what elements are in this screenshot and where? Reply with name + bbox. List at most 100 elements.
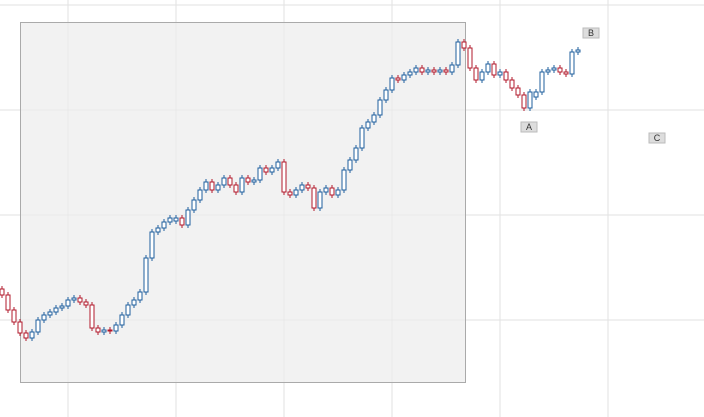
candle-body [71,297,77,301]
candle-body [245,177,251,183]
candle-body [425,69,431,73]
candle-body [119,314,125,326]
candle-body [263,167,269,173]
candle-body [239,177,245,193]
candle-body [293,189,299,196]
annotation-box [648,132,666,144]
candle-body [569,51,575,75]
candle-body [539,71,545,93]
candle-body [551,67,557,71]
candle-body [563,71,569,75]
candle-body [353,147,359,161]
candle-body [347,159,353,171]
candle-body [419,67,425,73]
candle-body [329,187,335,196]
candle-body [149,231,155,259]
candle-body [209,181,215,191]
candle-body [113,324,119,332]
candle-body [383,89,389,101]
candle-body [437,69,443,73]
candle-body [395,77,401,81]
candle-body [131,299,137,306]
candle-body [203,181,209,191]
candle-body [455,41,461,66]
candle-body [23,332,29,339]
candle-body [515,87,521,96]
candle-body [335,189,341,196]
candle-body [257,167,263,181]
candle-body [275,161,281,169]
candle-body [557,67,563,73]
candle-body [95,327,101,333]
candle-body [509,79,515,89]
candle-body [167,217,173,223]
candle-body [173,217,179,222]
candle-body [215,184,221,191]
candle-body [41,314,47,321]
candle-body [47,311,53,316]
annotation: C [654,133,661,143]
candle-body [413,67,419,73]
candle-body [107,329,113,332]
candle-body [221,177,227,186]
candle-body [497,71,503,76]
candle-body [521,94,527,109]
candle-body [17,321,23,334]
candle-body [575,49,581,53]
candle-body [5,294,11,311]
candle-body [461,41,467,49]
candle-body [443,69,449,73]
candle-body [233,184,239,193]
candle-body [371,114,377,123]
candle-body [197,189,203,201]
candle-body [269,167,275,173]
candle-body [299,184,305,191]
candle-body [89,304,95,329]
candle-body [359,127,365,149]
annotation: A [526,122,532,132]
candle-body [407,71,413,76]
candle-body [389,77,395,91]
candle-body [77,297,83,303]
candle-body [227,177,233,186]
annotations: A B C [520,27,666,144]
annotation-box [520,121,538,133]
candle-body [377,99,383,116]
candle-body [83,301,89,306]
candle-body [251,179,257,183]
candle-body [35,319,41,333]
candle-body [281,161,287,193]
candle-body [533,91,539,98]
candle-body [485,63,491,73]
candle-body [53,307,59,313]
candle-body [341,169,347,191]
candle-body [143,257,149,293]
candle-body [473,67,479,81]
candle-body [191,199,197,211]
candle-body [65,299,71,307]
candle-body [185,209,191,226]
candle-body [431,69,437,73]
candle-body [401,74,407,81]
candle-body [155,227,161,233]
annotation: B [588,28,594,38]
candle-body [29,331,35,339]
candle-body [59,305,65,309]
candle-body [545,69,551,73]
candle-body [323,187,329,193]
candles [0,39,581,341]
candle-body [365,121,371,129]
candle-body [491,63,497,76]
candle-body [0,288,5,296]
candle-body [527,91,533,109]
candle-body [503,71,509,81]
candle-body [287,191,293,196]
candle-body [479,71,485,81]
candle-body [311,187,317,209]
annotation-box [582,27,600,39]
candle-body [101,329,107,333]
candle-body [467,47,473,69]
candle-body [11,309,17,323]
candle-body [161,221,167,229]
